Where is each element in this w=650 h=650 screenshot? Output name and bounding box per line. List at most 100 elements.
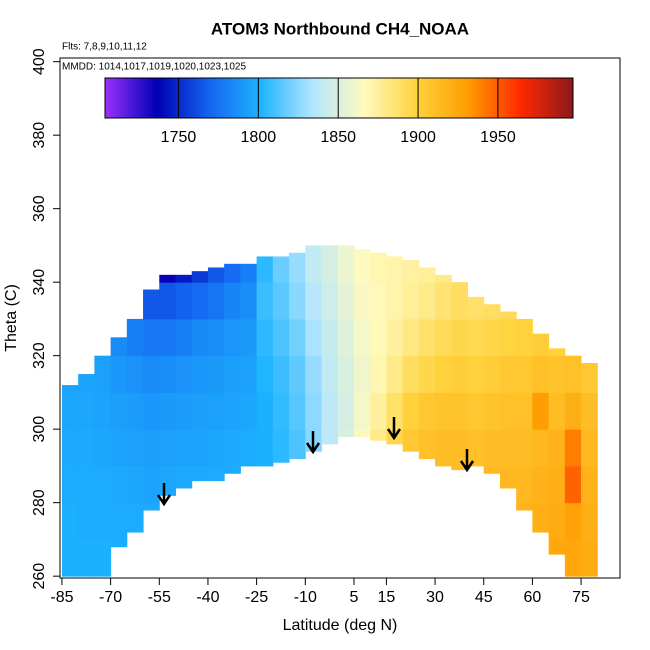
heatmap-cell: [61, 429, 79, 467]
heatmap-cell: [353, 355, 371, 393]
heatmap-cell: [175, 274, 193, 283]
heatmap-cell: [353, 249, 371, 283]
plot-frame: [59, 57, 621, 579]
heatmap-cell: [516, 392, 533, 430]
heatmap-cell: [289, 252, 306, 283]
x-tick-label: -40: [196, 589, 219, 606]
heatmap-cell: [224, 263, 241, 283]
heatmap-cell: [532, 429, 550, 467]
heatmap-cell: [272, 429, 290, 463]
heatmap-cell: [370, 355, 387, 393]
heatmap-cell: [175, 429, 193, 467]
heatmap-cell: [418, 282, 436, 320]
heatmap-cell: [418, 267, 436, 283]
heatmap-cell: [289, 282, 306, 320]
colorbar: 1750 1800 1850 1900 1950: [104, 77, 574, 146]
heatmap-cell: [256, 318, 274, 357]
heatmap-cell: [305, 392, 323, 430]
heatmap-cell: [564, 502, 582, 540]
colorbar-tick-label: 1850: [320, 129, 356, 146]
heatmap-cell: [451, 355, 469, 393]
heatmap-cell: [305, 282, 323, 320]
heatmap-cell: [159, 429, 177, 467]
heatmap-cell: [110, 502, 128, 540]
heatmap-cell: [224, 465, 241, 474]
y-tick-label: 320: [31, 342, 48, 369]
heatmap-cell: [353, 429, 371, 438]
heatmap-cell: [207, 465, 225, 482]
heatmap-cell: [467, 296, 485, 320]
heatmap-cell: [143, 392, 160, 430]
heatmap-cell: [143, 289, 160, 320]
heatmap-cell: [581, 392, 598, 430]
heatmap-cell: [402, 282, 420, 320]
heatmap-cell: [110, 429, 128, 467]
heatmap-cell: [191, 271, 209, 283]
x-tick-label: 45: [475, 589, 493, 606]
heatmap-cell: [272, 256, 290, 283]
heatmap-cell: [159, 282, 177, 320]
heatmap-cell: [61, 539, 79, 577]
heatmap-cell: [321, 429, 339, 445]
colorbar-tick-label: 1800: [241, 129, 277, 146]
heatmap-cell: [548, 348, 566, 357]
y-axis-title: Theta (C): [3, 284, 20, 352]
heatmap-cell: [564, 355, 582, 393]
heatmap-cell: [256, 355, 274, 393]
colorbar-gradient: [104, 77, 574, 119]
arrow: [156, 483, 172, 507]
heatmap-cell: [143, 318, 160, 357]
heatmap-cell: [143, 355, 160, 393]
x-tick-label: 60: [524, 589, 542, 606]
heatmap-cell: [175, 355, 193, 393]
heatmap-cell: [337, 429, 355, 438]
heatmap-cell: [548, 429, 566, 467]
x-tick-label: 75: [572, 589, 590, 606]
heatmap-cell: [467, 318, 485, 357]
heatmap-cell: [483, 465, 501, 474]
heatmap-cell: [159, 318, 177, 357]
arrow: [386, 417, 402, 441]
heatmap-cell: [126, 502, 144, 533]
heatmap-cell: [386, 256, 404, 283]
heatmap-cell: [581, 363, 598, 393]
heatmap-cell: [94, 465, 112, 504]
heatmap-cell: [435, 429, 452, 467]
heatmap-cell: [451, 465, 469, 471]
heatmap-cell: [564, 429, 582, 467]
heatmap-cell: [305, 355, 323, 393]
heatmap-cell: [402, 429, 420, 452]
heatmap-cell: [191, 429, 209, 467]
chart-title: ATOM3 Northbound CH4_NOAA: [211, 19, 469, 38]
y-tick-label: 280: [31, 489, 48, 516]
heatmap-cell: [175, 282, 193, 320]
heatmap-cell: [191, 355, 209, 393]
heatmap-cell: [370, 318, 387, 357]
heatmap-cell: [78, 392, 95, 430]
heatmap-cell: [532, 502, 550, 533]
heatmap-cell: [159, 274, 177, 283]
heatmap-cell: [207, 392, 225, 430]
heatmap-cell: [451, 392, 469, 430]
heatmap-cell: [272, 282, 290, 320]
heatmap-cell: [207, 429, 225, 467]
x-tick-label: 15: [377, 589, 395, 606]
heatmap-cell: [337, 355, 355, 393]
heatmap-cell: [94, 502, 112, 540]
heatmap-cell: [370, 252, 387, 283]
heatmap-cell: [289, 318, 306, 357]
heatmap-cell: [370, 429, 387, 441]
heatmap-cell: [240, 355, 258, 393]
heatmap-cell: [305, 318, 323, 357]
heatmap-cell: [175, 392, 193, 430]
y-tick-label: 260: [31, 563, 48, 590]
heatmap-cell: [418, 355, 436, 393]
heatmap-cell: [240, 318, 258, 357]
heatmap-cell: [110, 539, 128, 548]
heatmap-cell: [516, 355, 533, 393]
heatmap-cell: [548, 502, 566, 540]
x-tick-label: -55: [148, 589, 171, 606]
heatmap-cell: [418, 318, 436, 357]
